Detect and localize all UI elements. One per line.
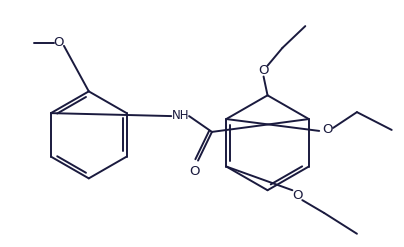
Text: NH: NH: [171, 109, 189, 122]
Text: O: O: [258, 64, 269, 77]
Text: O: O: [189, 165, 199, 178]
Text: O: O: [322, 124, 332, 136]
Text: O: O: [292, 189, 303, 202]
Text: O: O: [54, 36, 64, 49]
